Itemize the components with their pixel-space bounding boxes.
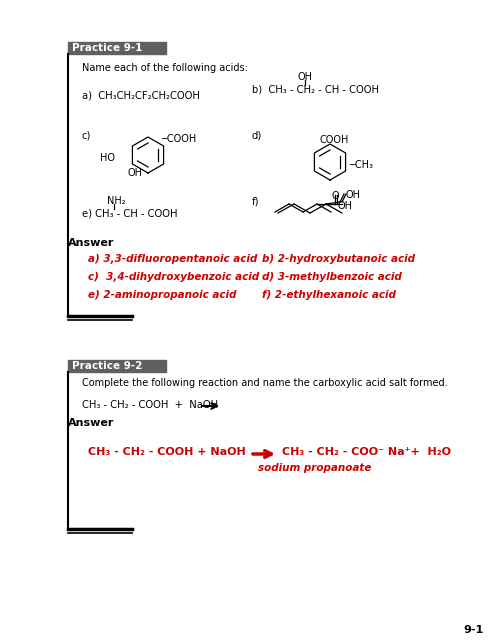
Text: e) CH₃ - CH - COOH: e) CH₃ - CH - COOH [82, 208, 178, 218]
Text: HO: HO [100, 153, 115, 163]
Text: Answer: Answer [68, 418, 114, 428]
Text: sodium propanoate: sodium propanoate [258, 463, 372, 473]
Text: Answer: Answer [68, 238, 114, 248]
Text: OH: OH [346, 190, 361, 200]
Text: CH₃ - CH₂ - COOH + NaOH: CH₃ - CH₂ - COOH + NaOH [88, 447, 246, 457]
Text: c): c) [82, 130, 92, 140]
Text: d): d) [252, 130, 262, 140]
FancyBboxPatch shape [68, 360, 166, 372]
Text: 9-1: 9-1 [463, 625, 483, 635]
Text: f) 2-ethylhexanoic acid: f) 2-ethylhexanoic acid [262, 290, 396, 300]
FancyBboxPatch shape [68, 42, 166, 54]
Text: Practice 9-1: Practice 9-1 [72, 43, 143, 53]
Text: NH₂: NH₂ [107, 196, 126, 206]
Text: c)  3,4-dihydroxybenzoic acid: c) 3,4-dihydroxybenzoic acid [88, 272, 259, 282]
Text: b)  CH₃ - CH₂ - CH - COOH: b) CH₃ - CH₂ - CH - COOH [252, 85, 379, 95]
Text: Practice 9-2: Practice 9-2 [72, 361, 143, 371]
Text: CH₃ - CH₂ - COO⁻ Na⁺+  H₂O: CH₃ - CH₂ - COO⁻ Na⁺+ H₂O [282, 447, 451, 457]
Text: a)  CH₃CH₂CF₂CH₂COOH: a) CH₃CH₂CF₂CH₂COOH [82, 90, 200, 100]
Text: ─CH₃: ─CH₃ [349, 160, 373, 170]
Text: a) 3,3-difluoropentanoic acid: a) 3,3-difluoropentanoic acid [88, 254, 257, 264]
Text: OH: OH [298, 72, 313, 82]
Text: b) 2-hydroxybutanoic acid: b) 2-hydroxybutanoic acid [262, 254, 415, 264]
Text: CH₃ - CH₂ - COOH  +  NaOH: CH₃ - CH₂ - COOH + NaOH [82, 400, 218, 410]
Text: Complete the following reaction and name the carboxylic acid salt formed.: Complete the following reaction and name… [82, 378, 447, 388]
Text: Name each of the following acids:: Name each of the following acids: [82, 63, 248, 73]
Text: OH: OH [338, 201, 353, 211]
Text: e) 2-aminopropanoic acid: e) 2-aminopropanoic acid [88, 290, 237, 300]
Text: f): f) [252, 196, 259, 206]
Text: ─COOH: ─COOH [161, 134, 196, 144]
Text: COOH: COOH [320, 135, 349, 145]
Text: d) 3-methylbenzoic acid: d) 3-methylbenzoic acid [262, 272, 402, 282]
Text: OH: OH [127, 168, 142, 178]
Text: O: O [332, 191, 340, 201]
